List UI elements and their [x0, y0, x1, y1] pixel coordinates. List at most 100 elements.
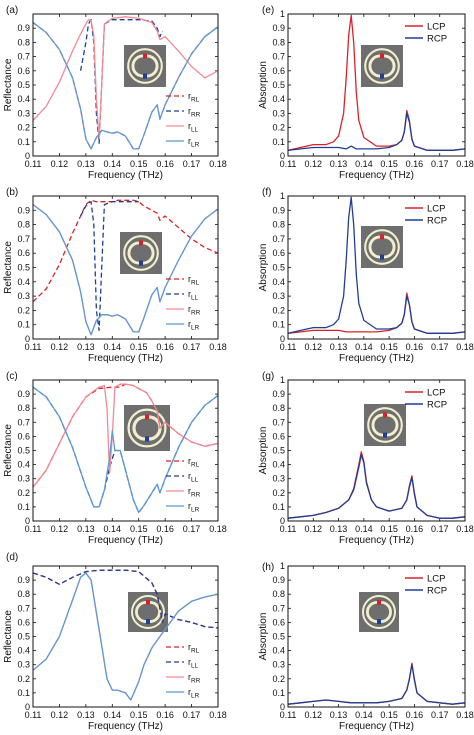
inset-split-ring-right — [380, 601, 392, 623]
x-tick-label: 0.17 — [183, 159, 201, 169]
panel-label: (c) — [6, 371, 18, 382]
plot-frame — [32, 195, 219, 340]
x-tick-label: 0.11 — [280, 159, 297, 169]
y-tick-label: 0.7 — [17, 603, 30, 613]
x-tick-label: 0.14 — [355, 159, 373, 169]
y-tick-label: 0.7 — [272, 603, 285, 613]
y-axis-label: Absorption — [258, 613, 269, 661]
legend-label: RCP — [427, 34, 447, 45]
x-tick-label: 0.16 — [156, 159, 174, 169]
x-tick-label: 0.12 — [305, 524, 323, 534]
inset-background — [364, 404, 406, 446]
y-tick-label: 0.9 — [272, 205, 285, 215]
y-tick-label: 0.5 — [17, 80, 30, 90]
plot-frame — [287, 13, 466, 157]
x-tick-label: 0.13 — [77, 159, 95, 169]
y-tick-label: 0.1 — [17, 688, 30, 698]
legend-label: rRR — [188, 304, 201, 317]
series-line-r-rr — [79, 19, 164, 144]
x-tick-label: 0.13 — [77, 524, 95, 534]
x-tick-label: 0.16 — [156, 524, 174, 534]
y-tick-label: 1 — [280, 561, 285, 571]
x-tick-label: 0.18 — [209, 159, 227, 169]
series-line-r-lr — [33, 204, 218, 336]
inset-outer-ring — [367, 407, 403, 443]
x-tick-label: 0.15 — [130, 710, 148, 720]
y-tick-label: 0.1 — [17, 502, 30, 512]
series-line-rcp — [288, 664, 465, 705]
inset-outer-ring — [364, 48, 400, 84]
inset-ring-resonator — [128, 592, 168, 632]
x-tick-label: 0.17 — [431, 710, 449, 720]
inset-outer-ring — [127, 408, 167, 448]
legend-label: rRL — [188, 91, 200, 104]
y-tick-label: 0.9 — [17, 205, 30, 215]
y-tick-label: 0.1 — [17, 320, 30, 330]
y-tick-label: 0.8 — [17, 37, 30, 47]
y-axis-label: Reflectance — [3, 58, 14, 111]
legend-label: LCP — [427, 388, 445, 399]
legend-label: rLL — [188, 121, 199, 134]
y-tick-label: 0.7 — [17, 417, 30, 427]
y-tick-label: 0 — [280, 516, 285, 526]
inset-gap-marker-top — [143, 53, 147, 59]
inset-split-ring-right — [386, 413, 399, 437]
x-tick-label: 0.11 — [280, 342, 297, 352]
inset-split-ring-right — [383, 235, 396, 259]
series-line-r-lr — [33, 572, 218, 701]
y-tick-label: 1 — [280, 191, 285, 201]
x-tick-label: 0.15 — [130, 159, 148, 169]
y-tick-label: 0.7 — [17, 234, 30, 244]
y-tick-label: 0.2 — [17, 305, 30, 315]
plot-frame — [32, 379, 219, 522]
panel-b: (b) 0.11 0.12 0.13 0.14 0.15 0.16 0.17 0.18 0 0.1 0… — [3, 187, 227, 364]
y-tick-label: 0.2 — [272, 305, 285, 315]
x-tick-label: 0.18 — [456, 710, 474, 720]
x-tick-label: 0.16 — [156, 710, 174, 720]
y-tick-label: 0.3 — [272, 291, 285, 301]
y-tick-label: 0.3 — [17, 291, 30, 301]
y-tick-label: 0.8 — [17, 403, 30, 413]
plot-frame — [32, 565, 219, 708]
y-tick-label: 1 — [280, 9, 285, 19]
legend-label: rLR — [188, 136, 200, 149]
y-tick-label: 0.5 — [17, 632, 30, 642]
inset-gap-marker-bottom — [139, 260, 143, 266]
y-tick-label: 0.7 — [272, 234, 285, 244]
y-tick-label: 0 — [280, 702, 285, 712]
y-tick-label: 0.3 — [17, 474, 30, 484]
x-tick-label: 0.12 — [51, 159, 69, 169]
legend-label: rLL — [188, 657, 199, 670]
x-tick-label: 0.17 — [431, 159, 449, 169]
panel-d: (d) 0.11 0.12 0.13 0.14 0.15 0.16 0.17 0.18 0 0.1 0… — [3, 552, 227, 732]
inset-split-ring-right — [383, 54, 396, 78]
panel-label: (e) — [262, 5, 274, 16]
x-tick-label: 0.16 — [406, 710, 424, 720]
x-tick-label: 0.11 — [280, 710, 297, 720]
y-tick-label: 0.3 — [17, 108, 30, 118]
y-tick-label: 0.1 — [17, 137, 30, 147]
x-tick-label: 0.18 — [209, 524, 227, 534]
y-tick-label: 0.4 — [17, 277, 30, 287]
inset-gap-marker-bottom — [143, 73, 147, 79]
x-tick-label: 0.18 — [456, 159, 474, 169]
x-tick-label: 0.14 — [355, 524, 373, 534]
y-tick-label: 0.3 — [17, 660, 30, 670]
y-tick-label: 0.8 — [272, 589, 285, 599]
x-tick-label: 0.15 — [380, 159, 398, 169]
y-tick-label: 0.7 — [272, 417, 285, 427]
legend-label: rRR — [188, 672, 201, 685]
inset-ring-resonator — [361, 226, 403, 268]
x-tick-label: 0.17 — [183, 524, 201, 534]
x-tick-label: 0.13 — [330, 159, 348, 169]
inset-split-ring-right — [149, 601, 161, 623]
x-tick-label: 0.12 — [51, 710, 69, 720]
x-tick-label: 0.17 — [431, 524, 449, 534]
inset-gap-marker-bottom — [377, 619, 381, 625]
inset-ring-resonator — [124, 45, 166, 87]
legend-label: rRR — [188, 486, 201, 499]
y-tick-label: 0.4 — [17, 460, 30, 470]
legend-label: rRL — [188, 456, 200, 469]
